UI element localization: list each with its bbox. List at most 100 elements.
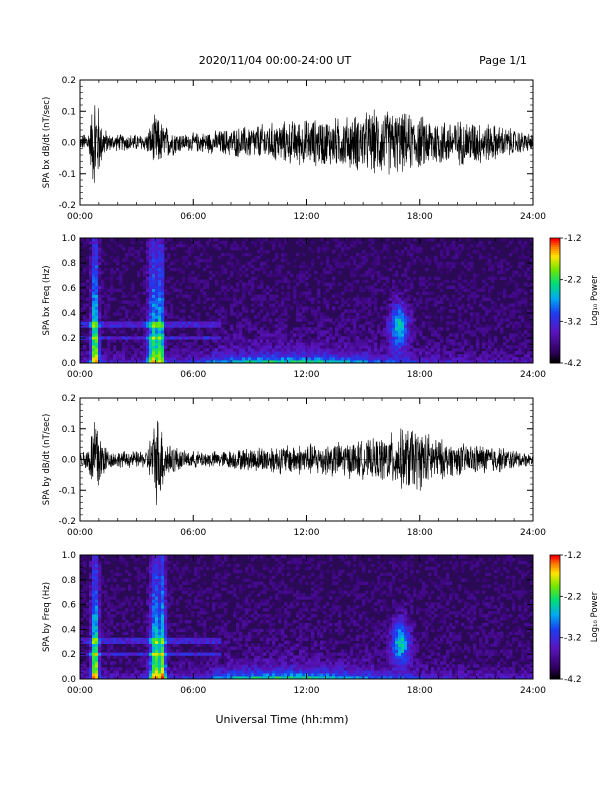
spectrogram-cell [209,271,212,274]
spectrogram-cell [164,321,167,324]
spectrogram-cell [392,330,395,333]
spectrogram-cell [92,244,95,247]
spectrogram-cell [194,301,197,304]
spectrogram-cell [89,617,92,620]
spectrogram-cell [167,582,170,585]
spectrogram-cell [149,576,152,579]
spectrogram-cell [152,661,155,664]
spectrogram-cell [479,289,482,292]
spectrogram-cell [194,357,197,360]
spectrogram-cell [275,306,278,309]
spectrogram-cell [179,318,182,321]
spectrogram-cell [113,641,116,644]
spectrogram-cell [362,274,365,277]
spectrogram-cell [152,570,155,573]
spectrogram-cell [146,277,149,280]
spectrogram-cell [317,309,320,312]
spectrogram-cell [122,295,125,298]
spectrogram-cell [497,265,500,268]
spectrogram-cell [176,599,179,602]
spectrogram-cell [353,274,356,277]
spectrogram-cell [236,351,239,354]
spectrogram-cell [95,354,98,357]
spectrogram-cell [260,330,263,333]
spectrogram-cell [83,333,86,336]
spectrogram-cell [119,244,122,247]
spectrogram-cell [92,611,95,614]
spectrogram-cell [425,351,428,354]
spectrogram-cell [92,357,95,360]
spectrogram-cell [350,318,353,321]
spectrogram-cell [101,629,104,632]
spectrogram-cell [197,330,200,333]
spectrogram-cell [353,306,356,309]
spectrogram-cell [410,348,413,351]
spectrogram-cell [113,357,116,360]
spectrogram-cell [194,318,197,321]
spectrogram-cell [185,670,188,673]
spectrogram-cell [236,348,239,351]
spectrogram-cell [104,357,107,360]
spectrogram-cell [98,652,101,655]
spectrogram-cell [401,283,404,286]
spectrogram-cell [107,324,110,327]
spectrogram-cell [302,253,305,256]
spectrogram-cell [194,339,197,342]
spectrogram-cell [161,271,164,274]
spectrogram-cell [140,283,143,286]
spectrogram-cell [356,342,359,345]
spectrogram-cell [158,324,161,327]
spectrogram-cell [401,309,404,312]
spectrogram-cell [107,339,110,342]
spectrogram-cell [221,268,224,271]
spectrogram-cell [458,298,461,301]
spectrogram-cell [515,247,518,250]
spectrogram-cell [386,309,389,312]
spectrogram-cell [221,289,224,292]
spectrogram-cell [389,324,392,327]
spectrogram-cell [452,348,455,351]
spectrogram-cell [452,265,455,268]
spectrogram-cell [152,354,155,357]
spectrogram-cell [158,306,161,309]
spectrogram-cell [89,567,92,570]
spectrogram-cell [101,330,104,333]
spectrogram-cell [95,351,98,354]
spectrogram-cell [521,345,524,348]
spectrogram-cell [224,351,227,354]
spectrogram-cell [413,354,416,357]
spectrogram-cell [89,661,92,664]
spectrogram-cell [143,315,146,318]
spectrogram-cell [236,301,239,304]
spectrogram-cell [128,301,131,304]
spectrogram-cell [293,280,296,283]
spectrogram-cell [413,348,416,351]
spectrogram-cell [185,658,188,661]
spectrogram-cell [197,256,200,259]
spectrogram-cell [197,351,200,354]
spectrogram-cell [437,301,440,304]
spectrogram-cell [398,330,401,333]
spectrogram-cell [143,641,146,644]
spectrogram-cell [98,351,101,354]
spectrogram-cell [83,318,86,321]
spectrogram-cell [137,641,140,644]
spectrogram-cell [131,664,134,667]
spectrogram-cell [383,324,386,327]
spectrogram-cell [182,295,185,298]
spectrogram-cell [245,348,248,351]
spectrogram-cell [398,321,401,324]
spectrogram-cell [95,286,98,289]
spectrogram-cell [350,244,353,247]
spectrogram-cell [488,262,491,265]
spectrogram-cell [341,351,344,354]
spectrogram-cell [368,244,371,247]
spectrogram-cell [158,561,161,564]
spectrogram-cell [149,605,152,608]
spectrogram-cell [119,274,122,277]
spectrogram-cell [161,301,164,304]
spectrogram-cell [425,268,428,271]
spectrogram-cell [467,268,470,271]
spectrogram-cell [146,309,149,312]
spectrogram-cell [374,348,377,351]
